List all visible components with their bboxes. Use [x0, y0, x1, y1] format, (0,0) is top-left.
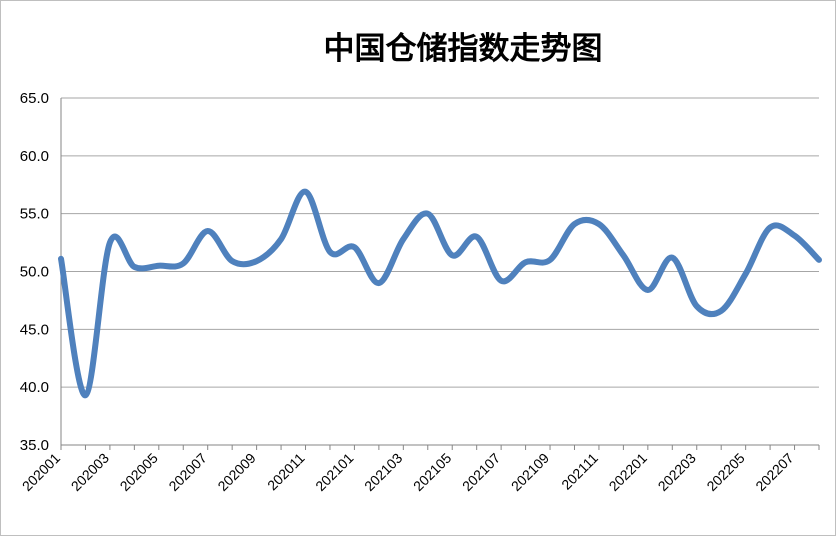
- x-tick-label: 202007: [165, 450, 209, 494]
- data-point: [156, 263, 162, 269]
- y-tick-label: 50.0: [20, 264, 49, 281]
- data-point: [645, 287, 651, 293]
- x-tick-label: 202103: [361, 450, 405, 494]
- data-point: [743, 271, 749, 277]
- data-point: [131, 264, 137, 270]
- x-tick-label: 202105: [410, 450, 454, 494]
- x-tick-label: 202003: [68, 450, 112, 494]
- data-point: [180, 260, 186, 266]
- data-point: [400, 236, 406, 242]
- x-tick-label: 202107: [459, 450, 503, 494]
- data-point: [571, 221, 577, 227]
- data-point: [718, 308, 724, 314]
- x-tick-label: 202005: [117, 450, 161, 494]
- data-point: [303, 189, 309, 195]
- series-line: [58, 188, 822, 399]
- data-point: [254, 258, 260, 264]
- data-point: [694, 303, 700, 309]
- x-tick-label: 202111: [558, 450, 601, 493]
- axes: [60, 98, 820, 450]
- data-point: [547, 257, 553, 263]
- x-tick-label: 202207: [752, 450, 796, 494]
- data-point: [425, 211, 431, 217]
- data-point: [205, 228, 211, 234]
- x-tick-label: 202109: [508, 450, 552, 494]
- x-tick-label: 202203: [655, 450, 699, 494]
- data-point: [376, 280, 382, 286]
- x-tick-label: 202101: [312, 450, 356, 494]
- data-point: [107, 240, 113, 246]
- x-axis-tick-labels: 202001 202003 202005 202007 202009 202011 2021…: [19, 450, 797, 494]
- data-point: [82, 392, 88, 398]
- data-point: [498, 278, 504, 284]
- y-tick-label: 40.0: [20, 379, 49, 396]
- x-tick-label: 202009: [214, 450, 258, 494]
- data-point: [278, 236, 284, 242]
- gridlines: [61, 97, 819, 446]
- x-tick-label: 202001: [19, 450, 63, 494]
- series-layer: [58, 188, 822, 399]
- y-tick-label: 65.0: [20, 90, 49, 107]
- data-point: [449, 252, 455, 258]
- data-point: [523, 259, 529, 265]
- y-tick-label: 35.0: [20, 437, 49, 454]
- y-axis-tick-labels: 35.0 40.0 45.0 50.0 55.0 60.0 65.0: [20, 90, 49, 454]
- data-point: [229, 258, 235, 264]
- data-point: [58, 256, 64, 262]
- data-point: [351, 244, 357, 250]
- y-tick-label: 45.0: [20, 321, 49, 338]
- data-point: [767, 225, 773, 231]
- x-tick-label: 202201: [606, 450, 650, 494]
- y-tick-label: 60.0: [20, 148, 49, 165]
- data-point: [474, 234, 480, 240]
- x-tick-label: 202011: [264, 450, 308, 494]
- data-point: [620, 252, 626, 258]
- data-point: [792, 233, 798, 239]
- data-point: [327, 249, 333, 255]
- y-tick-label: 55.0: [20, 206, 49, 223]
- chart-title: 中国仓储指数走势图: [324, 31, 603, 67]
- data-point: [816, 257, 822, 263]
- data-point: [669, 255, 675, 261]
- x-tick-label: 202205: [703, 450, 747, 494]
- data-point: [596, 221, 602, 227]
